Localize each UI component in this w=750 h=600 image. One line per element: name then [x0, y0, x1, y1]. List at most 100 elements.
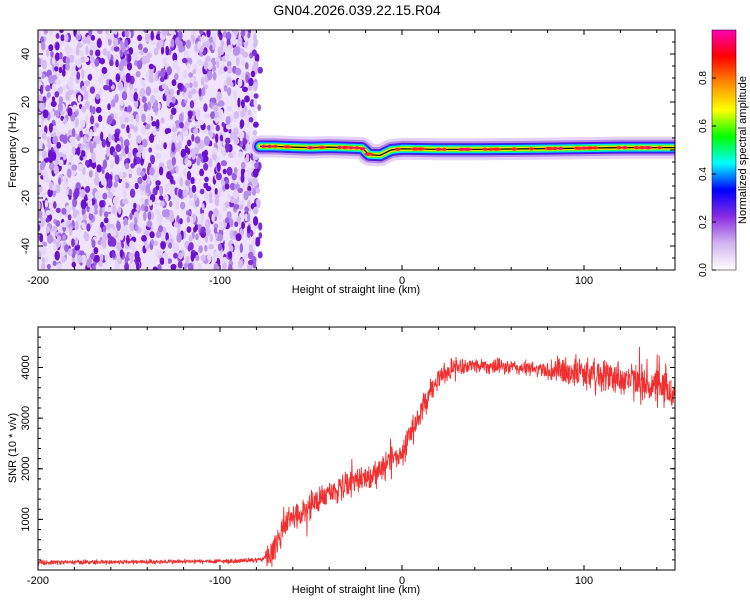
noise-speckle — [237, 78, 243, 87]
noise-speckle — [58, 66, 63, 74]
noise-speckle — [91, 264, 96, 270]
noise-speckle — [93, 176, 100, 186]
noise-speckle — [252, 130, 258, 136]
noise-speckle — [133, 202, 137, 210]
noise-speckle — [216, 60, 220, 69]
noise-speckle — [181, 57, 188, 64]
noise-speckle — [114, 132, 120, 139]
noise-speckle — [185, 105, 192, 112]
noise-speckle — [84, 56, 90, 62]
noise-speckle — [140, 170, 146, 177]
noise-speckle — [226, 65, 233, 74]
noise-speckle — [43, 30, 49, 34]
noise-speckle — [124, 262, 130, 270]
noise-speckle — [204, 113, 211, 119]
noise-speckle — [53, 165, 59, 175]
noise-speckle — [88, 140, 93, 149]
noise-speckle — [91, 198, 96, 205]
noise-speckle — [110, 99, 116, 108]
noise-speckle — [211, 65, 216, 72]
noise-speckle — [187, 91, 193, 99]
noise-speckle — [201, 203, 205, 211]
noise-speckle — [208, 197, 213, 204]
noise-speckle — [75, 109, 79, 116]
noise-speckle — [94, 254, 100, 263]
noise-speckle — [58, 96, 64, 105]
noise-speckle — [54, 91, 60, 98]
noise-speckle — [97, 75, 104, 83]
noise-speckle — [252, 81, 258, 91]
noise-speckle — [38, 130, 41, 140]
noise-speckle — [174, 200, 180, 210]
signal-hotspot — [657, 146, 663, 150]
noise-speckle — [184, 129, 189, 137]
spec-x-tick-label: -100 — [209, 275, 231, 287]
noise-speckle — [38, 120, 45, 128]
noise-speckle — [38, 69, 43, 79]
noise-speckle — [53, 201, 57, 209]
noise-speckle — [134, 250, 140, 260]
noise-speckle — [203, 103, 208, 113]
noise-speckle — [55, 109, 60, 118]
noise-speckle — [194, 224, 199, 231]
noise-speckle — [135, 71, 141, 78]
noise-speckle — [165, 45, 170, 56]
noise-speckle — [77, 94, 82, 102]
noise-speckle — [218, 141, 222, 150]
noise-speckle — [69, 81, 74, 91]
noise-speckle — [233, 167, 238, 175]
noise-speckle — [39, 217, 45, 228]
noise-speckle — [242, 86, 248, 93]
signal-hotspot — [463, 147, 472, 151]
noise-speckle — [147, 211, 152, 221]
noise-speckle — [141, 235, 147, 242]
noise-speckle — [113, 113, 118, 120]
noise-speckle — [60, 34, 65, 42]
noise-speckle — [149, 133, 155, 143]
noise-speckle — [145, 72, 150, 78]
noise-speckle — [68, 226, 73, 237]
noise-speckle — [118, 170, 124, 180]
noise-speckle — [67, 107, 73, 117]
noise-speckle — [61, 221, 68, 228]
noise-speckle — [222, 168, 227, 175]
noise-speckle — [216, 91, 222, 102]
noise-speckle — [48, 44, 54, 52]
noise-speckle — [216, 162, 221, 172]
noise-speckle — [198, 119, 205, 126]
noise-speckle — [254, 162, 259, 169]
noise-speckle — [147, 175, 151, 184]
snr-y-tick-label: 3000 — [20, 406, 32, 430]
noise-speckle — [242, 138, 248, 145]
noise-speckle — [65, 91, 71, 102]
noise-speckle — [161, 30, 168, 37]
signal-hotspot — [621, 146, 628, 150]
noise-speckle — [128, 114, 134, 123]
noise-speckle — [238, 259, 243, 269]
noise-speckle — [193, 128, 199, 135]
noise-speckle — [104, 72, 108, 80]
noise-speckle — [55, 78, 61, 85]
noise-speckle — [198, 245, 203, 254]
noise-speckle — [185, 255, 190, 264]
noise-speckle — [87, 198, 93, 208]
noise-speckle — [135, 224, 139, 232]
noise-speckle — [86, 34, 91, 45]
noise-speckle — [200, 76, 205, 86]
noise-speckle — [141, 113, 146, 123]
noise-speckle — [240, 99, 245, 109]
noise-speckle — [152, 174, 158, 182]
noise-speckle — [199, 30, 204, 35]
noise-speckle — [197, 41, 202, 50]
noise-speckle — [38, 210, 43, 219]
noise-speckle — [171, 241, 177, 251]
noise-speckle — [81, 85, 87, 92]
noise-speckle — [225, 217, 230, 224]
noise-speckle — [169, 175, 174, 184]
noise-speckle — [92, 106, 96, 115]
noise-speckle — [38, 94, 43, 101]
noise-speckle — [153, 240, 159, 247]
noise-speckle — [107, 103, 111, 111]
noise-speckle — [81, 69, 85, 79]
noise-speckle — [234, 221, 239, 227]
